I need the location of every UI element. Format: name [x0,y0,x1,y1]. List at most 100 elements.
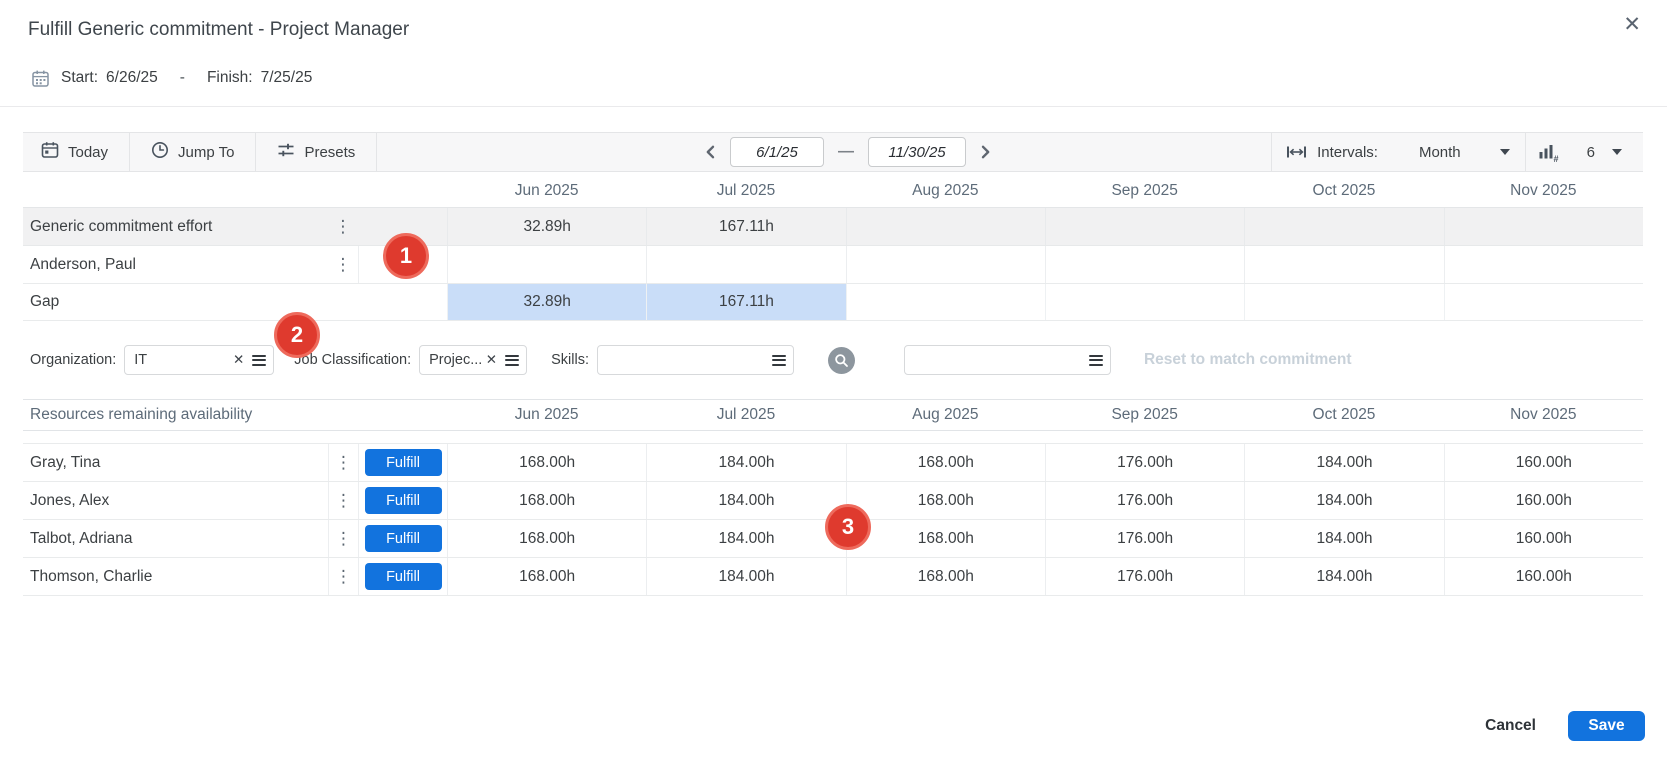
month-header: Sep 2025 [1111,181,1178,199]
interval-unit-dropdown[interactable]: Month [1419,144,1510,161]
resource-filters: Organization: ✕ Job Classification: ✕ Sk… [30,345,1352,375]
table-row-resource: Gray, Tina ⋮ Fulfill 168.00h 184.00h 168… [23,444,1643,482]
interval-count-icon: # [1537,143,1561,162]
kebab-menu-icon[interactable]: ⋮ [334,254,352,274]
allocation-cell[interactable] [646,246,845,283]
kebab-menu-icon[interactable]: ⋮ [328,444,358,481]
effort-cell [845,208,1045,245]
table-row-resource: Talbot, Adriana ⋮ Fulfill 168.00h 184.00… [23,520,1643,558]
availability-table-title: Resources remaining availability [30,406,253,423]
organization-filter: ✕ [124,345,275,375]
date-range-separator: - [179,69,185,86]
allocation-cell[interactable] [1443,246,1643,283]
timeline-toolbar: Today Jump To Presets — Intervals: Month [23,132,1643,172]
kebab-menu-icon[interactable]: ⋮ [328,482,358,519]
list-picker-icon[interactable] [1088,354,1103,366]
availability-cell: 168.00h [845,482,1045,519]
organization-input[interactable] [132,351,230,369]
commitment-table-header: Jun 2025 Jul 2025 Aug 2025 Sep 2025 Oct … [23,174,1643,208]
calendar-icon [31,69,50,88]
allocation-cell[interactable] [447,246,646,283]
finish-label: Finish: [206,69,253,86]
allocation-cell[interactable] [845,246,1045,283]
fulfill-button[interactable]: Fulfill [364,449,442,476]
clock-icon [151,141,169,163]
skills-input[interactable] [604,351,767,369]
annotation-badge-1: 1 [383,233,429,279]
availability-cell: 160.00h [1443,444,1643,481]
availability-cell: 168.00h [447,444,646,481]
list-picker-icon[interactable] [252,354,267,366]
intervals-icon [1286,143,1307,161]
toolbar-separator [1524,133,1526,171]
gap-cell: 167.11h [646,284,846,320]
kebab-menu-icon[interactable]: ⋮ [328,558,358,595]
range-dash: — [838,143,854,160]
svg-text:#: # [1553,154,1558,162]
interval-unit-value: Month [1418,143,1461,161]
reset-to-match-commitment-button[interactable]: Reset to match commitment [1143,351,1352,368]
presets-button[interactable]: Presets [256,133,376,171]
presets-label: Presets [304,143,356,161]
allocation-cell[interactable] [1044,246,1244,283]
kebab-menu-icon[interactable]: ⋮ [328,520,358,557]
range-start-input[interactable] [730,137,824,167]
table-row-resource: Thomson, Charlie ⋮ Fulfill 168.00h 184.0… [23,558,1643,596]
fulfill-button[interactable]: Fulfill [364,525,442,552]
today-button[interactable]: Today [23,133,129,171]
annotation-badge-2: 2 [274,312,320,358]
gap-cell: 32.89h [447,284,647,320]
interval-count-value: 6 [1586,143,1595,161]
toolbar-separator [255,133,257,171]
clear-icon[interactable]: ✕ [232,352,245,368]
page-title: Fulfill Generic commitment - Project Man… [28,19,410,40]
list-picker-icon[interactable] [771,354,786,366]
skills-label: Skills: [551,352,589,368]
availability-cell: 168.00h [447,482,646,519]
allocation-cell[interactable] [1244,246,1443,283]
search-icon[interactable] [827,346,855,374]
job-classification-filter: ✕ [419,345,528,375]
next-interval-icon[interactable] [977,144,993,160]
resource-name: Gray, Tina [30,453,101,471]
gap-cell [1443,284,1643,320]
fulfill-button[interactable]: Fulfill [364,563,442,590]
month-header: Jul 2025 [716,181,776,199]
save-button[interactable]: Save [1568,711,1645,741]
job-classification-input[interactable] [427,351,483,369]
availability-cell: 184.00h [646,444,845,481]
resource-search-input[interactable] [911,351,1084,369]
row-name: Gap [30,293,60,310]
start-label: Start: [61,69,99,86]
prev-interval-icon[interactable] [703,144,719,160]
cancel-button[interactable]: Cancel [1485,717,1536,734]
job-classification-label: Job Classification: [294,352,412,368]
organization-label: Organization: [30,352,117,368]
kebab-menu-icon[interactable]: ⋮ [334,216,352,236]
dialog-footer: Cancel Save [1485,711,1645,741]
month-header: Oct 2025 [1312,181,1376,199]
list-picker-icon[interactable] [505,354,520,366]
availability-cell: 168.00h [845,520,1045,557]
table-row-commitment-effort: Generic commitment effort ⋮ 32.89h 167.1… [23,208,1643,246]
interval-count-dropdown[interactable]: 6 [1587,144,1622,161]
availability-cell: 160.00h [1443,482,1643,519]
row-name: Generic commitment effort [30,217,213,235]
effort-cell [1044,208,1244,245]
availability-table: Resources remaining availability Jun 202… [23,399,1643,596]
month-header: Jul 2025 [716,406,776,423]
range-end-input[interactable] [868,137,966,167]
resource-name: Thomson, Charlie [30,567,153,585]
tune-icon [277,141,295,163]
availability-cell: 184.00h [1244,444,1443,481]
availability-cell: 184.00h [1244,482,1443,519]
clear-icon[interactable]: ✕ [485,352,498,368]
fulfill-button[interactable]: Fulfill [364,487,442,514]
close-icon[interactable]: ✕ [1623,13,1641,36]
gap-cell [845,284,1045,320]
intervals-label: Intervals: [1317,143,1378,161]
availability-cell: 176.00h [1044,482,1244,519]
toolbar-separator [129,133,131,171]
jump-to-button[interactable]: Jump To [130,133,255,171]
commitment-table: Jun 2025 Jul 2025 Aug 2025 Sep 2025 Oct … [23,174,1643,321]
